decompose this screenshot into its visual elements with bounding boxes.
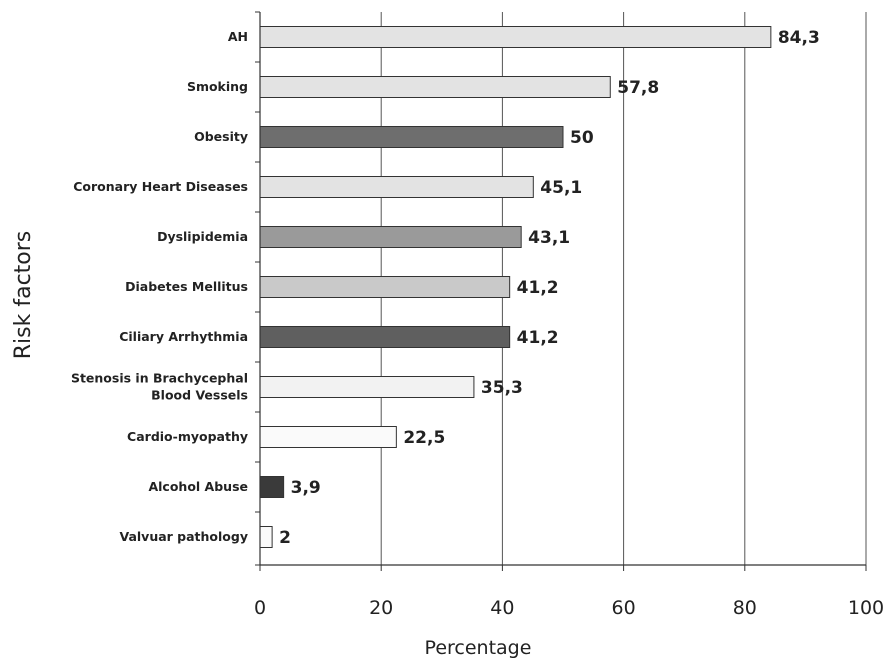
data-label: 45,1 [540, 178, 582, 198]
x-tick-label: 0 [254, 597, 266, 619]
bar [259, 476, 285, 498]
data-label: 35,3 [481, 378, 523, 398]
category-label: Ciliary Arrhythmia [119, 329, 248, 344]
bar [259, 326, 511, 348]
category-label: Alcohol Abuse [148, 479, 248, 494]
bar [259, 76, 611, 98]
category-label: Coronary Heart Diseases [73, 179, 248, 194]
data-label: 41,2 [517, 278, 559, 298]
category-label: Stenosis in Brachycephal [71, 371, 248, 386]
y-axis-title: Risk factors [11, 231, 36, 360]
x-tick-label: 60 [612, 597, 636, 619]
gridlines [380, 12, 867, 565]
data-label: 84,3 [778, 28, 820, 48]
category-labels: AH Smoking Obesity Coronary Heart Diseases D… [71, 29, 248, 544]
axes [255, 11, 867, 571]
category-label: Obesity [194, 129, 248, 144]
data-label: 57,8 [617, 78, 659, 98]
x-tick-label: 100 [848, 597, 884, 619]
data-label: 50 [570, 128, 594, 148]
bar [259, 226, 522, 248]
x-tick-labels: 0 20 40 60 80 100 [254, 597, 884, 619]
bar [259, 26, 772, 48]
bar [259, 376, 475, 398]
data-label: 3,9 [291, 478, 321, 498]
bar [259, 426, 397, 448]
category-label: Valvuar pathology [119, 529, 248, 544]
bar [259, 276, 511, 298]
x-tick-label: 80 [733, 597, 757, 619]
bars [259, 26, 772, 548]
data-label: 41,2 [517, 328, 559, 348]
value-labels: 84,3 57,8 50 45,1 43,1 41,2 41,2 35,3 22,5 3,9 2 [279, 28, 820, 548]
data-label: 43,1 [528, 228, 570, 248]
x-axis-title: Percentage [425, 637, 532, 658]
category-label: Diabetes Mellitus [125, 279, 248, 294]
data-label: 22,5 [403, 428, 445, 448]
category-label: Blood Vessels [151, 388, 248, 403]
category-label: Cardio-myopathy [127, 429, 248, 444]
category-label: Smoking [187, 79, 248, 94]
data-label: 2 [279, 528, 291, 548]
x-tick-label: 40 [490, 597, 514, 619]
category-label: AH [228, 29, 248, 44]
bar [259, 126, 564, 148]
bar [259, 176, 534, 198]
bar [259, 526, 273, 548]
x-tick-label: 20 [369, 597, 393, 619]
category-label: Dyslipidemia [157, 229, 248, 244]
